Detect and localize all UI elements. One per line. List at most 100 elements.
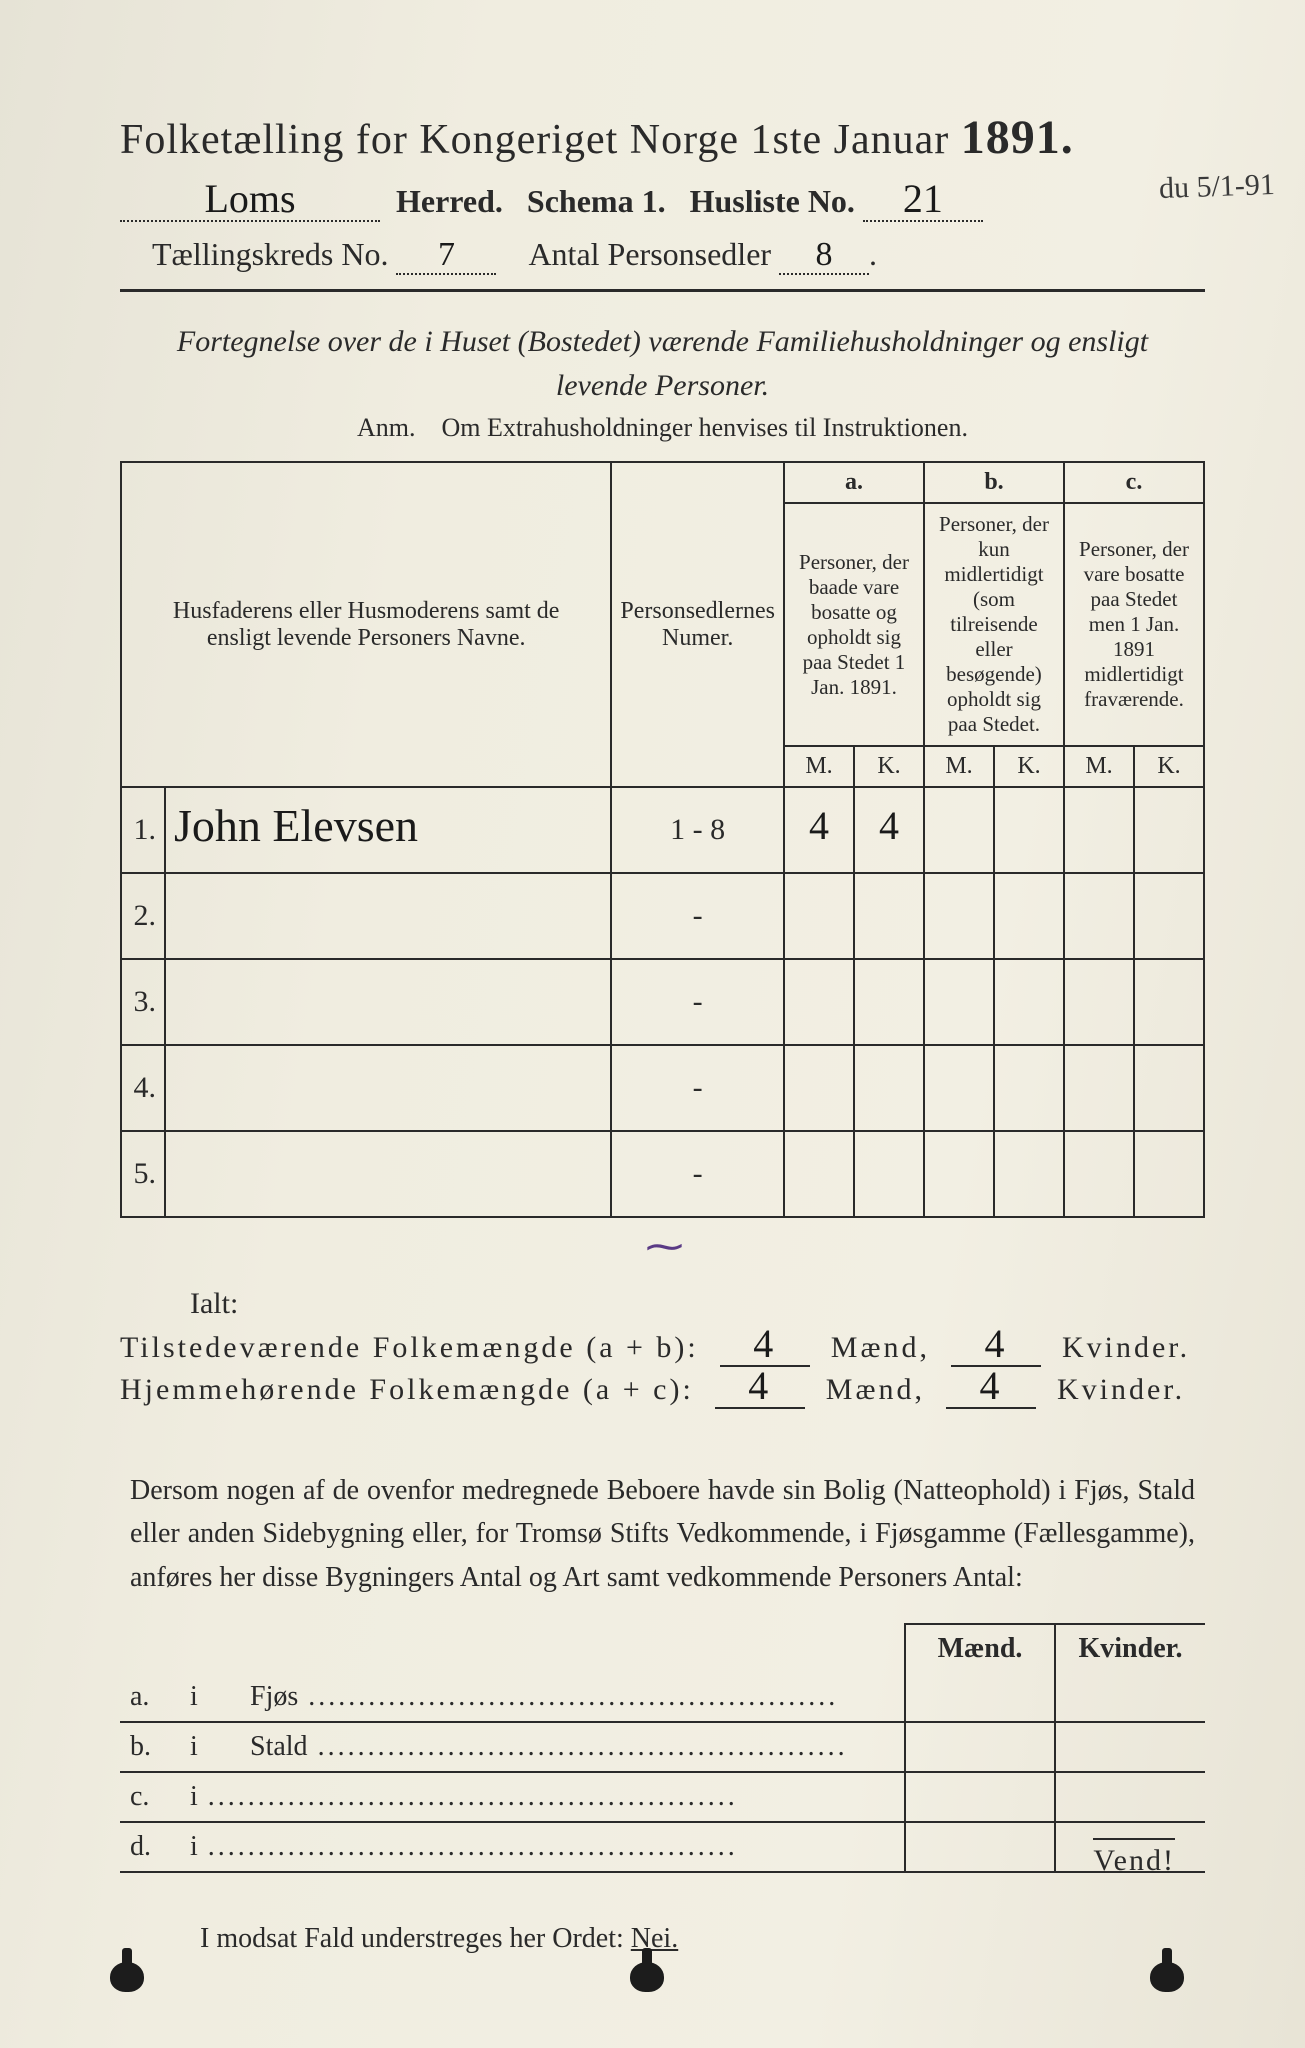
cell <box>784 1131 854 1217</box>
table-row: 4. - <box>121 1045 1204 1131</box>
sum-t-m: 4 <box>753 1321 776 1366</box>
bld-cell <box>905 1722 1055 1772</box>
table-row: 5. - <box>121 1131 1204 1217</box>
cell <box>924 873 994 959</box>
sum-h-label: Hjemmehørende Folkemængde (a + c): <box>120 1373 694 1406</box>
col-b-text: Personer, der kun midlertidigt (som tilr… <box>924 503 1064 746</box>
row-numer: - <box>611 873 784 959</box>
cell <box>784 959 854 1045</box>
header-row-3: Tællingskreds No. 7 Antal Personsedler 8… <box>120 236 1205 275</box>
building-paragraph: Dersom nogen af de ovenfor medregnede Be… <box>130 1469 1195 1599</box>
cell <box>854 873 924 959</box>
cell <box>854 1131 924 1217</box>
col-numer-header: Personsedlernes Numer. <box>611 462 784 787</box>
modsat-text: I modsat Fald understreges her Ordet: <box>200 1923 631 1954</box>
bld-cell <box>905 1772 1055 1822</box>
bld-t: Fjøs <box>220 1673 905 1722</box>
cell <box>1134 959 1204 1045</box>
row-num: 1. <box>121 787 165 873</box>
title-text: Folketælling for Kongeriget Norge 1ste J… <box>120 117 949 163</box>
bld-row: c. i <box>120 1772 1205 1822</box>
bld-cell <box>1055 1673 1205 1722</box>
kvinder-label: Kvinder. <box>1057 1373 1185 1406</box>
bld-row: a. i Fjøs <box>120 1673 1205 1722</box>
husliste-label: Husliste No. <box>690 183 855 219</box>
bld-i: i <box>180 1772 905 1822</box>
cell <box>994 1045 1064 1131</box>
row-numer: - <box>611 959 784 1045</box>
row-num: 4. <box>121 1045 165 1131</box>
col-name-header: Husfaderens eller Husmoderens samt de en… <box>121 462 611 787</box>
bld-row: d. i <box>120 1822 1205 1872</box>
cell <box>1064 959 1134 1045</box>
cell-am: 4 <box>809 803 829 848</box>
cell <box>1064 873 1134 959</box>
bld-kvinder-header: Kvinder. <box>1055 1624 1205 1673</box>
cell <box>994 959 1064 1045</box>
cell <box>924 959 994 1045</box>
cell <box>784 873 854 959</box>
cell <box>854 959 924 1045</box>
sum-t-k: 4 <box>984 1321 1007 1366</box>
col-c-head: c. <box>1064 462 1204 503</box>
bld-i: i <box>180 1673 220 1722</box>
building-table: Mænd. Kvinder. a. i Fjøs b. i Stald c. i… <box>120 1623 1205 1873</box>
nei-word: Nei. <box>631 1923 678 1954</box>
margin-date-note: du 5/1-91 <box>1159 168 1276 206</box>
sum-hjemme: Hjemmehørende Folkemængde (a + c): 4 Mæn… <box>120 1373 1205 1409</box>
bld-l: c. <box>120 1772 180 1822</box>
row-numer: 1 - 8 <box>611 787 784 873</box>
table-row: 2. - <box>121 873 1204 959</box>
cell-bm <box>924 787 994 873</box>
table-row: 3. - <box>121 959 1204 1045</box>
bld-l: d. <box>120 1822 180 1872</box>
row-name: John Elevsen <box>174 800 418 851</box>
modsat-line: I modsat Fald understreges her Ordet: Ne… <box>200 1923 1205 1955</box>
bld-l: b. <box>120 1722 180 1772</box>
bld-cell <box>905 1673 1055 1722</box>
a-m: M. <box>784 746 854 787</box>
vend-label: Vend! <box>1093 1838 1175 1878</box>
row-num: 2. <box>121 873 165 959</box>
col-a-head: a. <box>784 462 924 503</box>
punch-hole-icon <box>630 1962 664 1992</box>
herred-value: Loms <box>204 176 295 221</box>
b-k: K. <box>994 746 1064 787</box>
cell <box>1064 1045 1134 1131</box>
main-title: Folketælling for Kongeriget Norge 1ste J… <box>120 110 1205 165</box>
cell <box>854 1045 924 1131</box>
sum-h-k: 4 <box>979 1363 1002 1408</box>
maend-label: Mænd, <box>826 1373 925 1406</box>
divider-1 <box>120 289 1205 292</box>
a-k: K. <box>854 746 924 787</box>
row-name <box>165 1045 611 1131</box>
punch-hole-icon <box>1150 1962 1184 1992</box>
col-b-head: b. <box>924 462 1064 503</box>
cell <box>784 1045 854 1131</box>
cell-ak: 4 <box>879 803 899 848</box>
c-m: M. <box>1064 746 1134 787</box>
title-year: 1891. <box>961 111 1074 164</box>
bld-row: b. i Stald <box>120 1722 1205 1772</box>
cell-cm <box>1064 787 1134 873</box>
bld-cell <box>905 1822 1055 1872</box>
row-numer: - <box>611 1045 784 1131</box>
squiggle-mark: ⁓ <box>120 1224 1205 1269</box>
col-c-text: Personer, der vare bosatte paa Stedet me… <box>1064 503 1204 746</box>
cell <box>1134 873 1204 959</box>
personsedler-label: Antal Personsedler <box>528 236 771 272</box>
cell <box>924 1131 994 1217</box>
b-m: M. <box>924 746 994 787</box>
subtitle: Fortegnelse over de i Huset (Bostedet) v… <box>160 320 1165 407</box>
sum-h-m: 4 <box>748 1363 771 1408</box>
cell <box>1134 1131 1204 1217</box>
kreds-value: 7 <box>438 236 455 273</box>
household-table: Husfaderens eller Husmoderens samt de en… <box>120 461 1205 1218</box>
table-row: 1. John Elevsen 1 - 8 4 4 <box>121 787 1204 873</box>
sum-tilstede: Tilstedeværende Folkemængde (a + b): 4 M… <box>120 1331 1205 1367</box>
row-name <box>165 873 611 959</box>
bld-i: i <box>180 1822 905 1872</box>
row-num: 3. <box>121 959 165 1045</box>
census-form-page: du 5/1-91 Folketælling for Kongeriget No… <box>0 0 1305 2048</box>
ialt-label: Ialt: <box>190 1287 1205 1321</box>
